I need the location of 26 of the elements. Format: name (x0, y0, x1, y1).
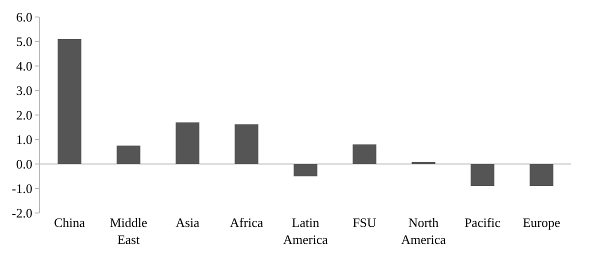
y-tick-label: 0.0 (16, 156, 32, 172)
y-tick-label: 3.0 (16, 83, 32, 98)
x-tick-label: Pacific (464, 215, 501, 230)
bar (294, 164, 318, 176)
bar (470, 164, 494, 186)
bar (234, 124, 258, 164)
y-tick-label: -2.0 (12, 206, 32, 221)
x-tick-label: Europe (522, 215, 560, 230)
y-tick-label: 5.0 (16, 34, 32, 50)
x-tick-label: Latin America (283, 215, 328, 247)
y-tick-label: 2.0 (16, 108, 32, 123)
bar (116, 146, 140, 164)
bar (176, 122, 200, 164)
y-tick-label: 6.0 (16, 10, 32, 25)
x-tick-label: China (54, 215, 86, 230)
x-tick-label: Asia (176, 215, 200, 230)
y-tick-label: -1.0 (12, 181, 32, 196)
y-tick-label: 4.0 (16, 58, 32, 74)
bar (352, 144, 376, 164)
x-tick-label: Africa (230, 215, 264, 230)
bar (58, 39, 82, 164)
x-tick-label: Middle East (110, 215, 148, 247)
y-tick-label: 1.0 (16, 132, 32, 148)
x-tick-label: North America (401, 215, 446, 247)
x-tick-label: FSU (352, 215, 378, 230)
bar (530, 164, 554, 186)
